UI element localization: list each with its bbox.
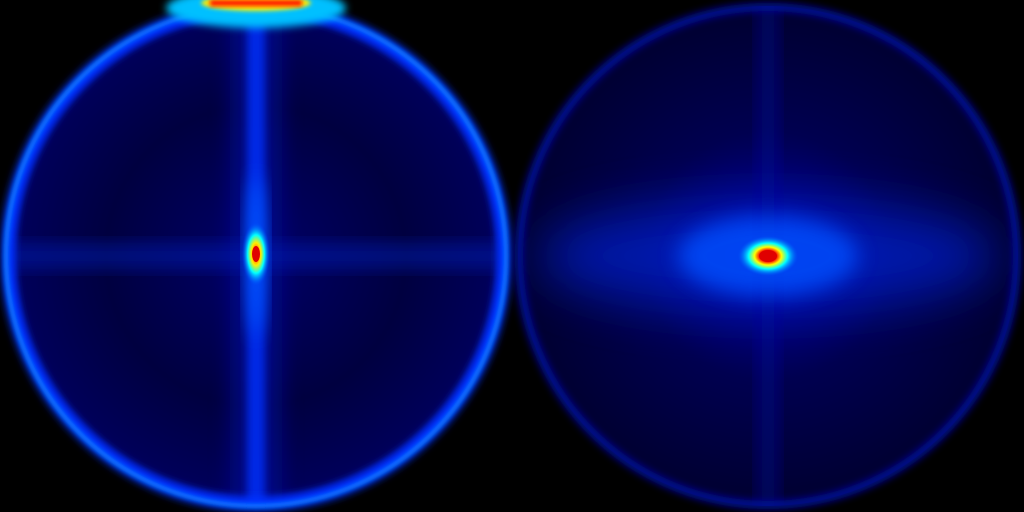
left-disk	[1, 0, 511, 511]
right-disk	[515, 3, 1021, 509]
